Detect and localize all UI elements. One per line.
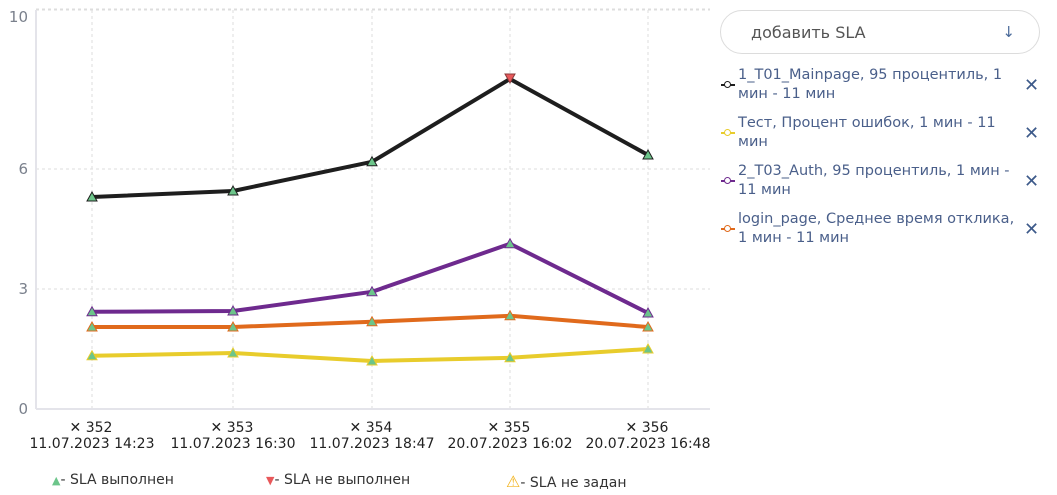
series-3 <box>86 309 654 332</box>
x-tick-label: ✕ 353 <box>211 420 254 436</box>
y-tick-label: 0 <box>18 400 28 418</box>
data-point-sla-ok <box>642 148 654 160</box>
series-label: login_page, Среднее время отклика, 1 мин… <box>738 211 1015 246</box>
add-sla-label: добавить SLA <box>751 22 866 42</box>
series-label: 2_T03_Auth, 95 процентиль, 1 мин - 11 ми… <box>738 163 1010 198</box>
data-point-sla-ok <box>86 349 98 361</box>
series-swatch-icon <box>721 176 735 186</box>
series-swatch-icon <box>721 224 735 234</box>
data-point-sla-ok <box>642 342 654 354</box>
legend-sla-fail: ▼- SLA не выполнен <box>266 472 411 488</box>
series-label: 1_T01_Mainpage, 95 процентиль, 1 мин - 1… <box>738 67 1003 102</box>
triangle-up-icon: ▲ <box>52 474 61 487</box>
remove-series-icon[interactable]: ✕ <box>1024 122 1040 144</box>
add-sla-dropdown[interactable]: добавить SLA ↓ <box>720 10 1040 54</box>
data-point-sla-ok <box>86 320 98 332</box>
data-point-sla-ok <box>227 320 239 332</box>
y-tick-label: 3 <box>18 280 28 298</box>
data-point-sla-ok <box>642 320 654 332</box>
series-0 <box>86 73 654 202</box>
data-point-sla-ok <box>504 351 516 363</box>
triangle-down-icon: ▼ <box>266 474 275 487</box>
data-point-sla-ok <box>86 305 98 317</box>
data-point-sla-ok <box>504 237 516 249</box>
x-tick-label: ✕ 352 <box>70 420 113 436</box>
data-point-sla-ok <box>642 306 654 318</box>
data-point-sla-ok <box>86 190 98 202</box>
series-1 <box>86 342 654 366</box>
data-point-sla-ok <box>504 309 516 321</box>
series-legend-item[interactable]: Тест, Процент ошибок, 1 мин - 11 мин ✕ <box>721 114 1041 152</box>
data-point-sla-ok <box>366 354 378 366</box>
data-point-sla-ok <box>227 304 239 316</box>
x-tick-label: ✕ 356 <box>626 420 669 436</box>
warning-icon: ⚠ <box>506 472 521 491</box>
data-point-sla-ok <box>227 346 239 358</box>
data-point-sla-ok <box>227 184 239 196</box>
series-line <box>91 241 649 315</box>
series-2 <box>86 237 654 318</box>
x-tick-date: 11.07.2023 18:47 <box>310 436 435 452</box>
series-label: Тест, Процент ошибок, 1 мин - 11 мин <box>738 115 996 150</box>
legend-sla-ok: ▲- SLA выполнен <box>52 472 174 488</box>
series-legend-item[interactable]: login_page, Среднее время отклика, 1 мин… <box>721 210 1041 248</box>
y-tick-label: 6 <box>18 160 28 178</box>
data-point-sla-ok <box>366 155 378 167</box>
remove-series-icon[interactable]: ✕ <box>1024 170 1040 192</box>
x-tick-label: ✕ 354 <box>350 420 393 436</box>
data-point-sla-fail <box>504 73 516 85</box>
x-tick-date: 11.07.2023 14:23 <box>30 436 155 452</box>
series-swatch-icon <box>721 80 735 90</box>
x-tick-date: 11.07.2023 16:30 <box>171 436 296 452</box>
series-line <box>91 77 649 199</box>
series-legend-item[interactable]: 2_T03_Auth, 95 процентиль, 1 мин - 11 ми… <box>721 162 1041 200</box>
series-swatch-icon <box>721 128 735 138</box>
series-legend-item[interactable]: 1_T01_Mainpage, 95 процентиль, 1 мин - 1… <box>721 66 1041 104</box>
x-tick-label: ✕ 355 <box>488 420 531 436</box>
remove-series-icon[interactable]: ✕ <box>1024 74 1040 96</box>
remove-series-icon[interactable]: ✕ <box>1024 218 1040 240</box>
arrow-down-icon: ↓ <box>1002 23 1015 41</box>
x-tick-date: 20.07.2023 16:02 <box>448 436 573 452</box>
y-tick-label: 10 <box>9 8 28 26</box>
x-tick-date: 20.07.2023 16:48 <box>586 436 711 452</box>
data-point-sla-ok <box>366 315 378 327</box>
data-point-sla-ok <box>366 285 378 297</box>
legend-sla-unset: ⚠- SLA не задан <box>506 472 627 491</box>
